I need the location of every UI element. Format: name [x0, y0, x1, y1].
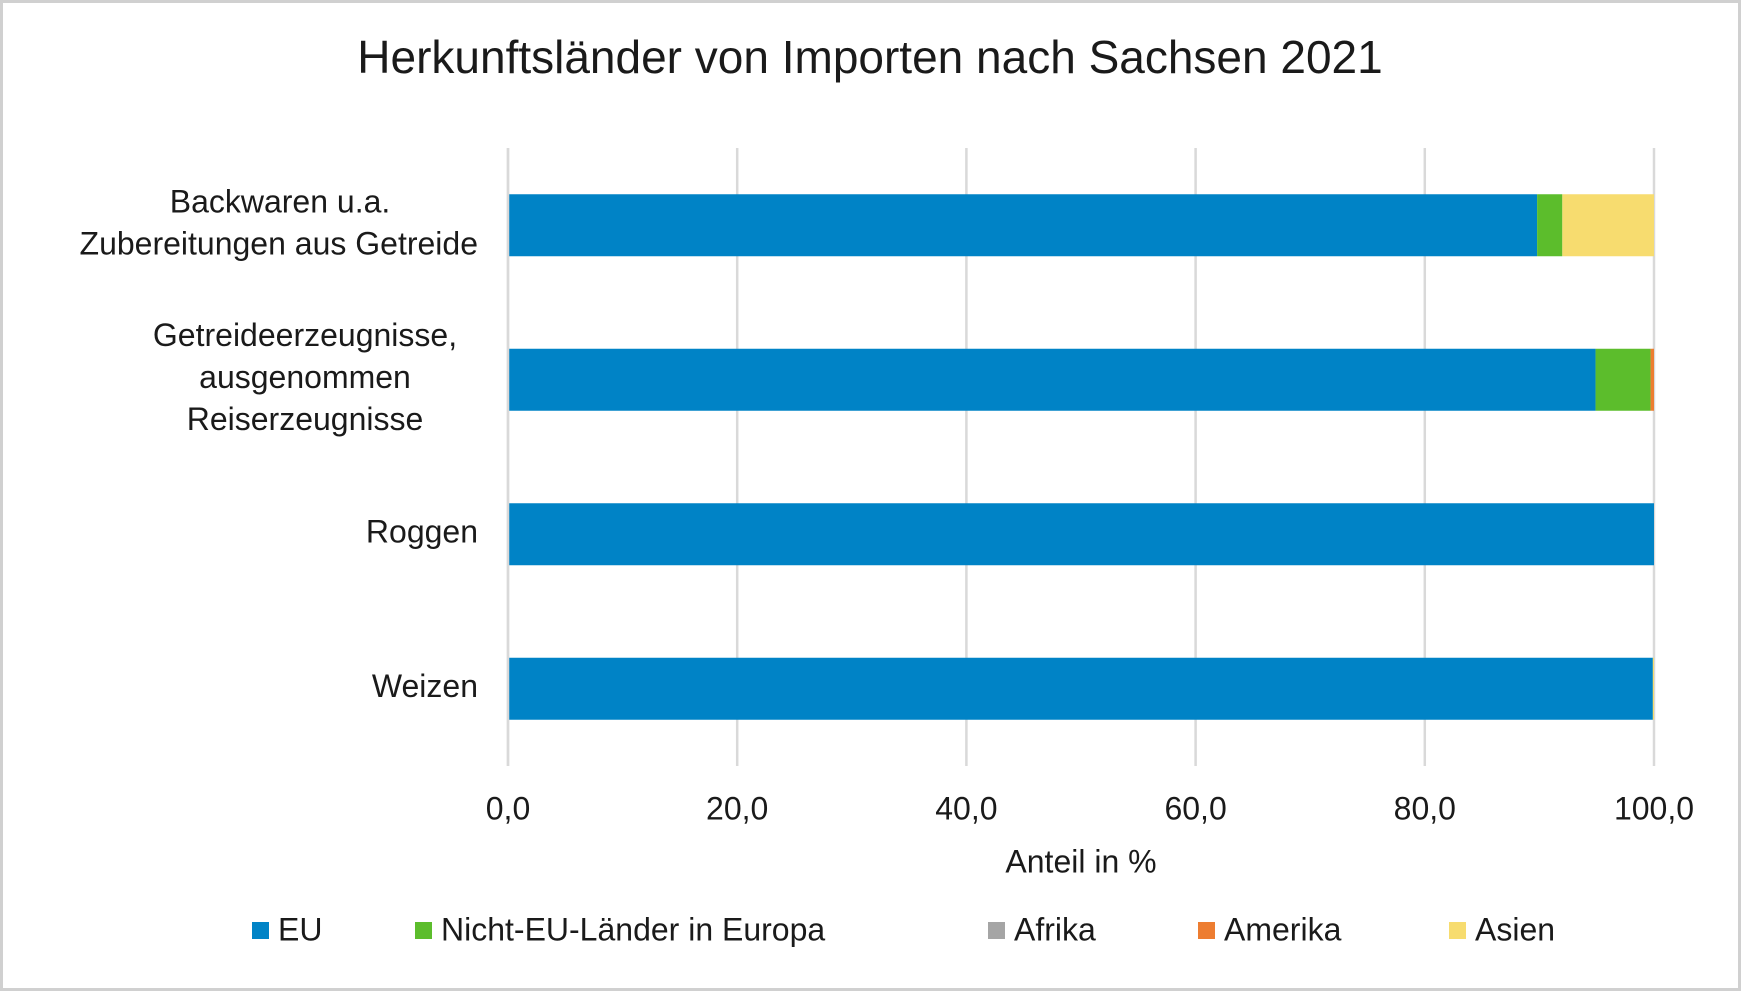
bar-segment	[508, 503, 1654, 566]
y-tick-label: Weizen	[372, 668, 478, 704]
legend-swatch	[1198, 922, 1215, 939]
bar-segment	[1652, 657, 1654, 720]
legend-swatch	[252, 922, 269, 939]
x-tick-label: 60,0	[1164, 790, 1226, 826]
bar-segment	[1650, 348, 1654, 411]
bar-segment	[1562, 194, 1654, 257]
x-tick-label: 80,0	[1394, 790, 1456, 826]
legend-swatch	[415, 922, 432, 939]
x-tick-label: 0,0	[486, 790, 530, 826]
x-tick-label: 100,0	[1614, 790, 1694, 826]
x-axis-label: Anteil in %	[1005, 843, 1156, 879]
bar-segment	[508, 194, 1538, 257]
bar-segment	[508, 657, 1653, 720]
legend-label: Nicht-EU-Länder in Europa	[441, 911, 825, 947]
y-tick-label: Roggen	[366, 514, 478, 550]
chart-title: Herkunftsländer von Importen nach Sachse…	[357, 31, 1382, 83]
legend-swatch	[1449, 922, 1466, 939]
bar-segment	[1537, 194, 1563, 257]
legend-label: Asien	[1475, 911, 1555, 947]
bar-segment	[508, 348, 1596, 411]
bar-segment	[1595, 348, 1651, 411]
legend-label: Afrika	[1014, 911, 1096, 947]
y-tick-label: Backwaren u.a. Zubereitungen aus Getreide	[80, 184, 478, 262]
y-tick-label: Getreideerzeugnisse, ausgenommen Reiserzeu…	[153, 317, 457, 437]
legend-label: Amerika	[1224, 911, 1342, 947]
legend-swatch	[988, 922, 1005, 939]
x-tick-label: 20,0	[706, 790, 768, 826]
legend-label: EU	[278, 911, 322, 947]
x-tick-label: 40,0	[935, 790, 997, 826]
